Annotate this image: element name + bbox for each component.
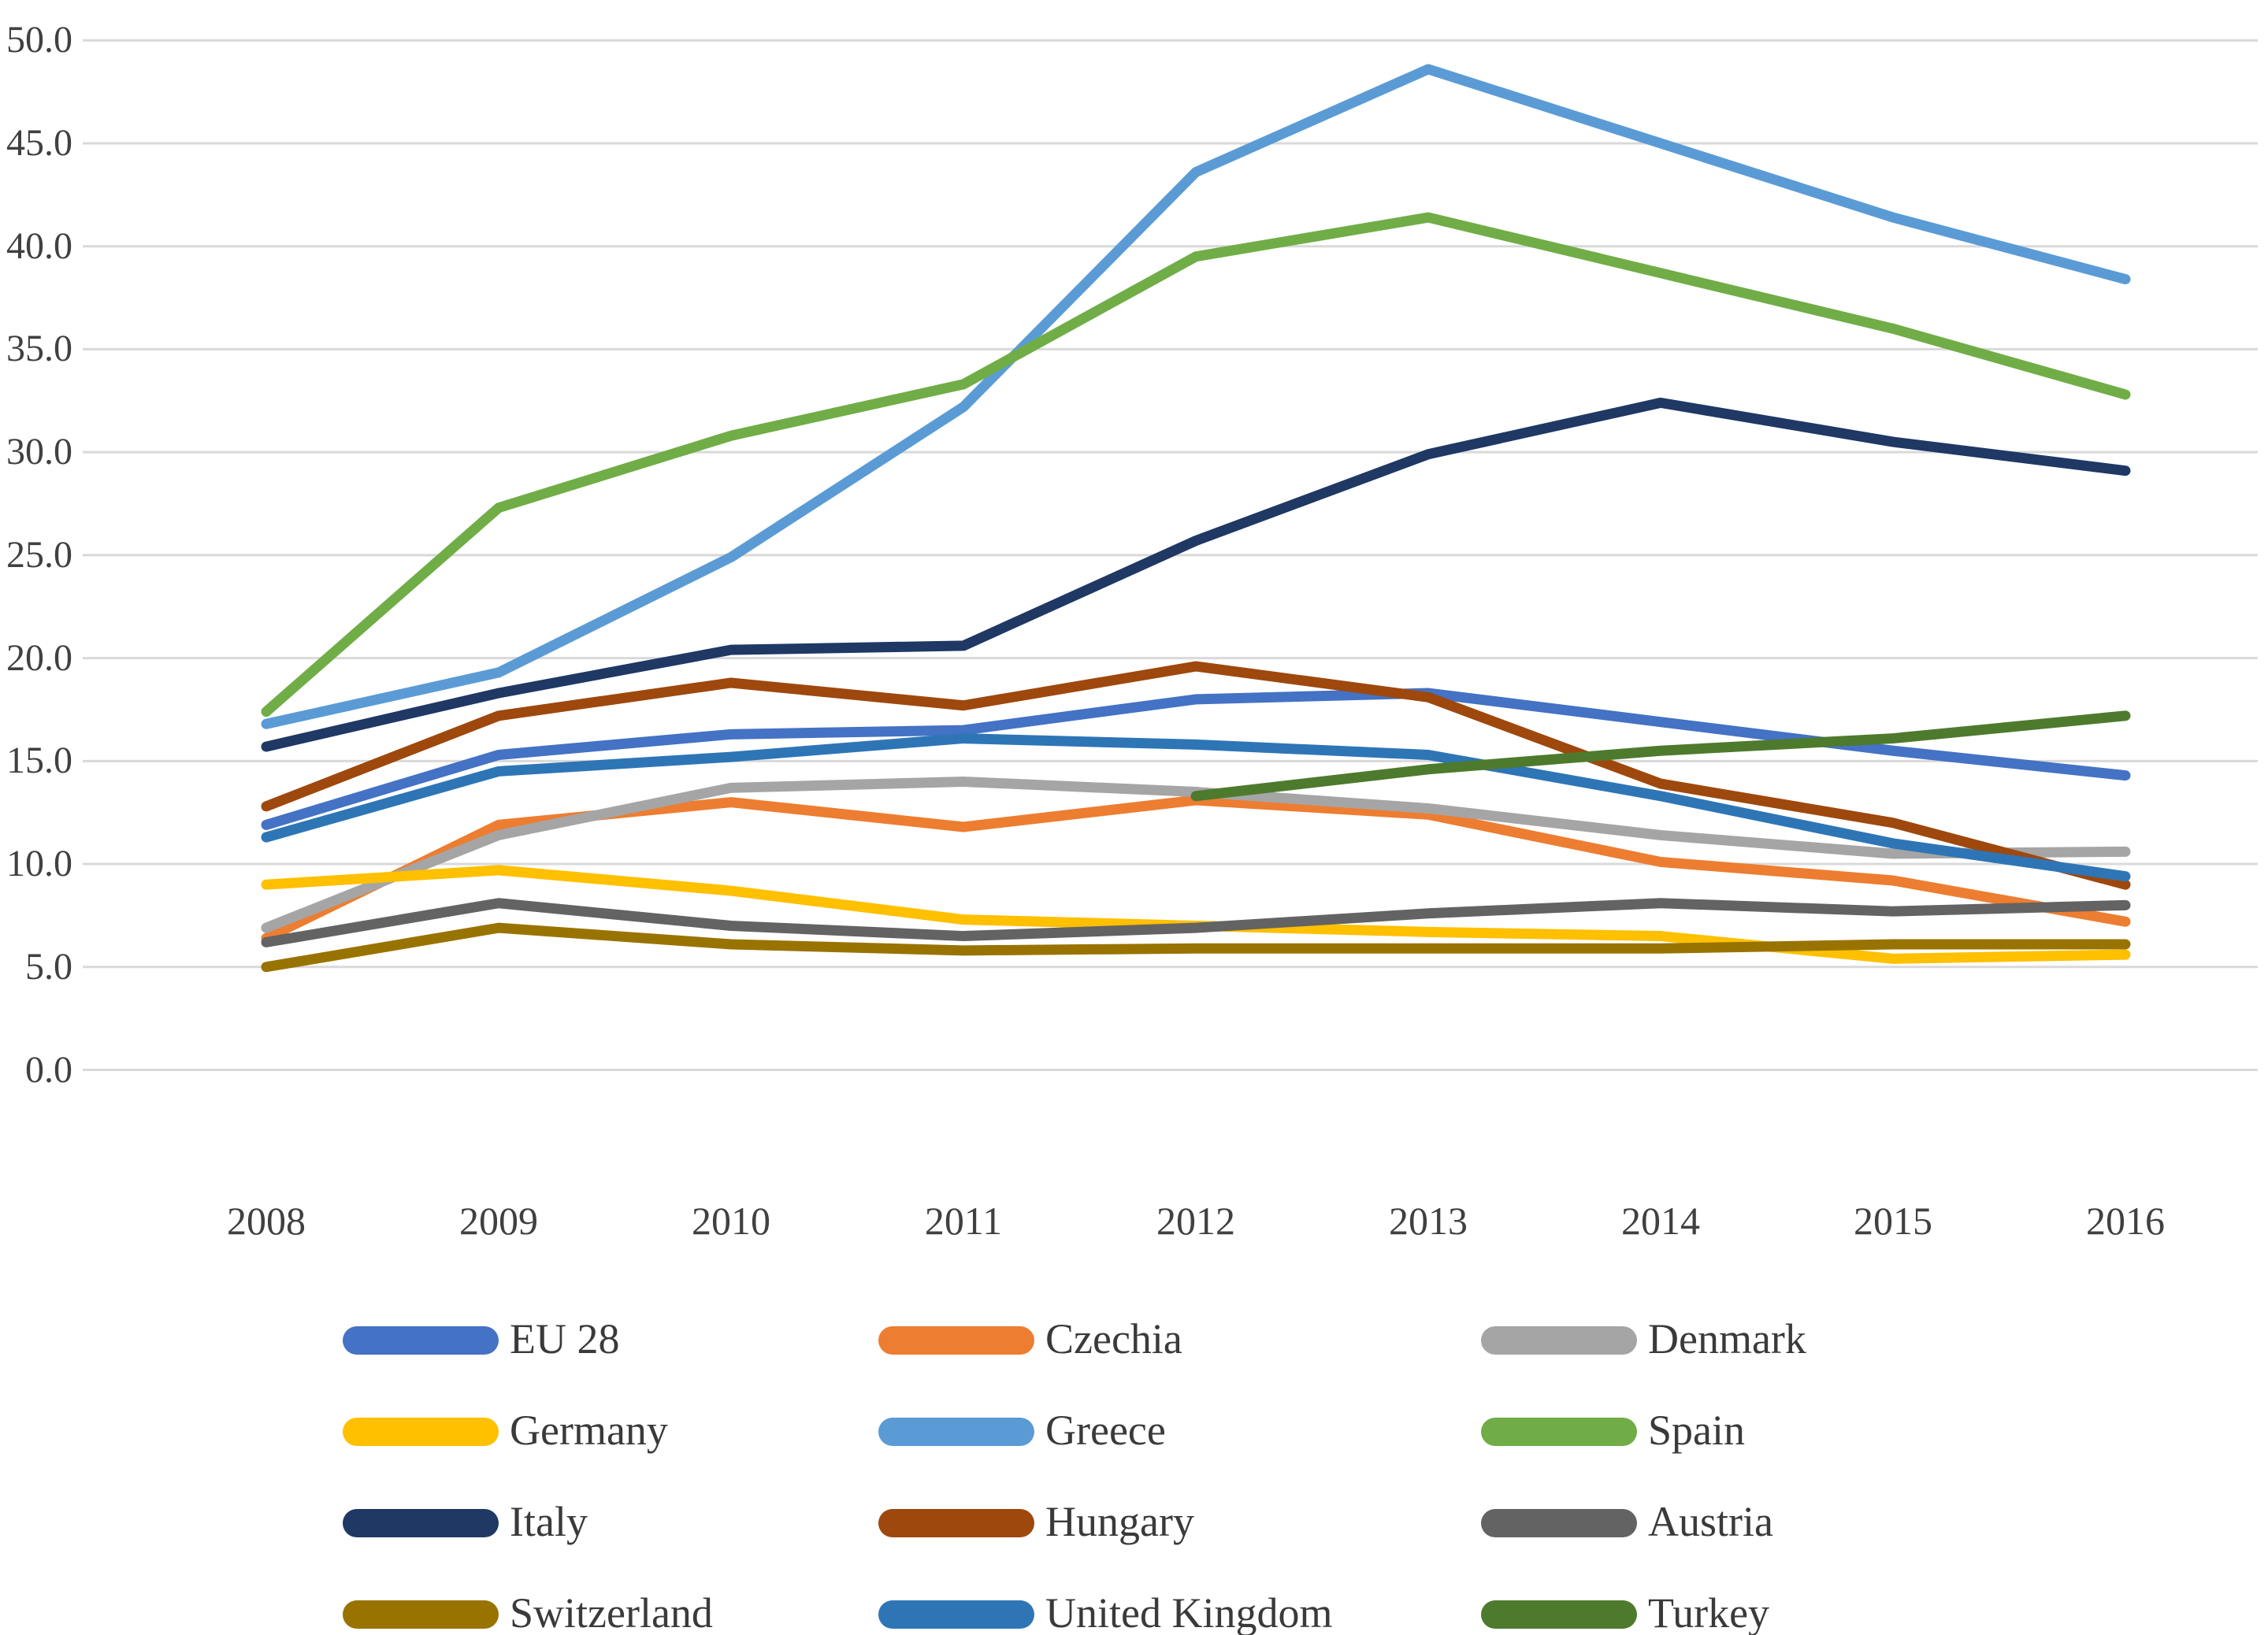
y-axis-tick-label: 20.0 [6,636,72,679]
x-axis-tick-label: 2011 [924,1199,1003,1243]
x-axis-tick-label: 2015 [1854,1199,1932,1243]
x-axis-tick-label: 2014 [1621,1199,1700,1243]
y-axis-tick-label: 35.0 [6,328,72,370]
legend-swatch-italy [343,1509,499,1537]
legend-swatch-greece [878,1418,1034,1446]
legend-swatch-turkey [1481,1600,1637,1629]
legend-label-czechia: Czechia [1045,1315,1182,1362]
y-axis-tick-label: 10.0 [6,843,72,885]
series-line-hungary [261,661,2131,890]
y-axis-tick-label: 0.0 [25,1048,72,1091]
legend-swatch-austria [1481,1509,1637,1537]
x-axis-tick-label: 2009 [459,1199,538,1243]
series-line-spain [261,212,2131,717]
legend-label-turkey: Turkey [1648,1589,1770,1635]
legend-swatch-hungary [878,1509,1034,1537]
legend-label-eu-28: EU 28 [510,1315,620,1362]
x-axis-tick-label: 2013 [1389,1199,1468,1243]
legend-swatch-germany [343,1418,499,1446]
legend-label-hungary: Hungary [1045,1498,1194,1545]
y-axis-tick-label: 45.0 [6,121,72,164]
legend-label-denmark: Denmark [1648,1315,1806,1362]
legend-label-italy: Italy [510,1498,588,1545]
y-axis-tick-label: 30.0 [6,431,72,473]
legend-label-spain: Spain [1648,1407,1746,1454]
series-line-switzerland [261,922,2131,973]
y-axis-tick-label: 40.0 [6,224,72,267]
legend-label-austria: Austria [1648,1498,1773,1545]
legend-swatch-spain [1481,1418,1637,1446]
legend-swatch-denmark [1481,1326,1637,1355]
y-axis-tick-label: 5.0 [25,945,72,988]
y-axis-tick-label: 25.0 [6,533,72,576]
legend-swatch-czechia [878,1326,1034,1355]
legend-swatch-eu-28 [343,1326,499,1355]
series-line-united-kingdom [261,733,2131,882]
series-line-turkey [1190,710,2131,802]
legend-swatch-united-kingdom [878,1600,1034,1629]
legend-label-greece: Greece [1045,1407,1166,1454]
y-axis-tick-label: 15.0 [6,740,72,782]
series-line-italy [261,397,2131,752]
x-axis-tick-label: 2016 [2086,1199,2165,1243]
legend-swatch-switzerland [343,1600,499,1629]
series-line-greece [261,64,2131,729]
legend-label-united-kingdom: United Kingdom [1045,1589,1333,1635]
series-line-austria [261,898,2131,947]
legend-label-germany: Germany [510,1407,668,1454]
legend-label-switzerland: Switzerland [510,1589,713,1635]
x-axis-tick-label: 2010 [692,1199,770,1243]
y-axis-tick-label: 50.0 [6,19,72,61]
x-axis-tick-label: 2012 [1156,1199,1235,1243]
x-axis-tick-label: 2008 [227,1199,306,1243]
